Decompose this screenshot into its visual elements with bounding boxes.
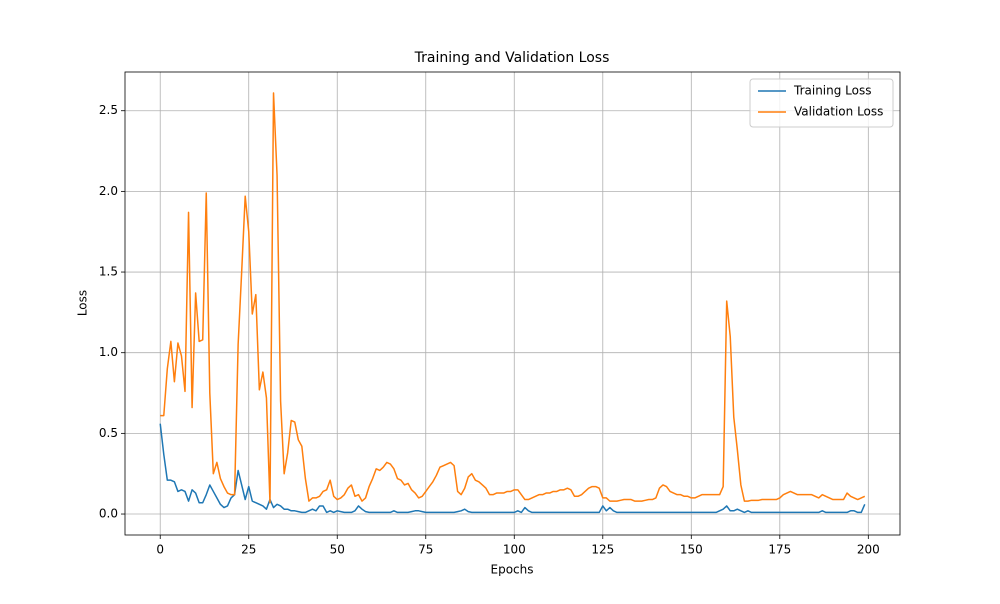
x-tick-label: 75 xyxy=(418,543,433,557)
legend-label: Training Loss xyxy=(793,84,871,98)
axes-frame xyxy=(124,71,901,536)
y-axis-label: Loss xyxy=(76,290,90,316)
chart-title: Training and Validation Loss xyxy=(414,50,610,66)
y-tick-label: 0.5 xyxy=(99,426,118,440)
y-tick-label: 0.0 xyxy=(99,507,118,521)
x-tick-label: 0 xyxy=(156,543,164,557)
y-tick-label: 1.5 xyxy=(99,265,118,279)
x-tick-label: 25 xyxy=(241,543,256,557)
legend-label: Validation Loss xyxy=(794,105,883,119)
x-tick-label: 125 xyxy=(591,543,614,557)
x-tick-label: 200 xyxy=(857,543,880,557)
data-line xyxy=(160,92,866,504)
data-line xyxy=(159,423,866,514)
x-tick-label: 100 xyxy=(503,543,526,557)
y-tick-label: 1.0 xyxy=(99,345,118,359)
x-tick-label: 50 xyxy=(330,543,345,557)
legend: Training Loss Validation Loss xyxy=(749,78,894,128)
x-axis-label: Epochs xyxy=(491,563,534,577)
y-tick-label: 2.5 xyxy=(99,103,118,117)
x-tick-label: 175 xyxy=(768,543,791,557)
x-tick-label: 150 xyxy=(680,543,703,557)
y-tick-label: 2.0 xyxy=(99,184,118,198)
